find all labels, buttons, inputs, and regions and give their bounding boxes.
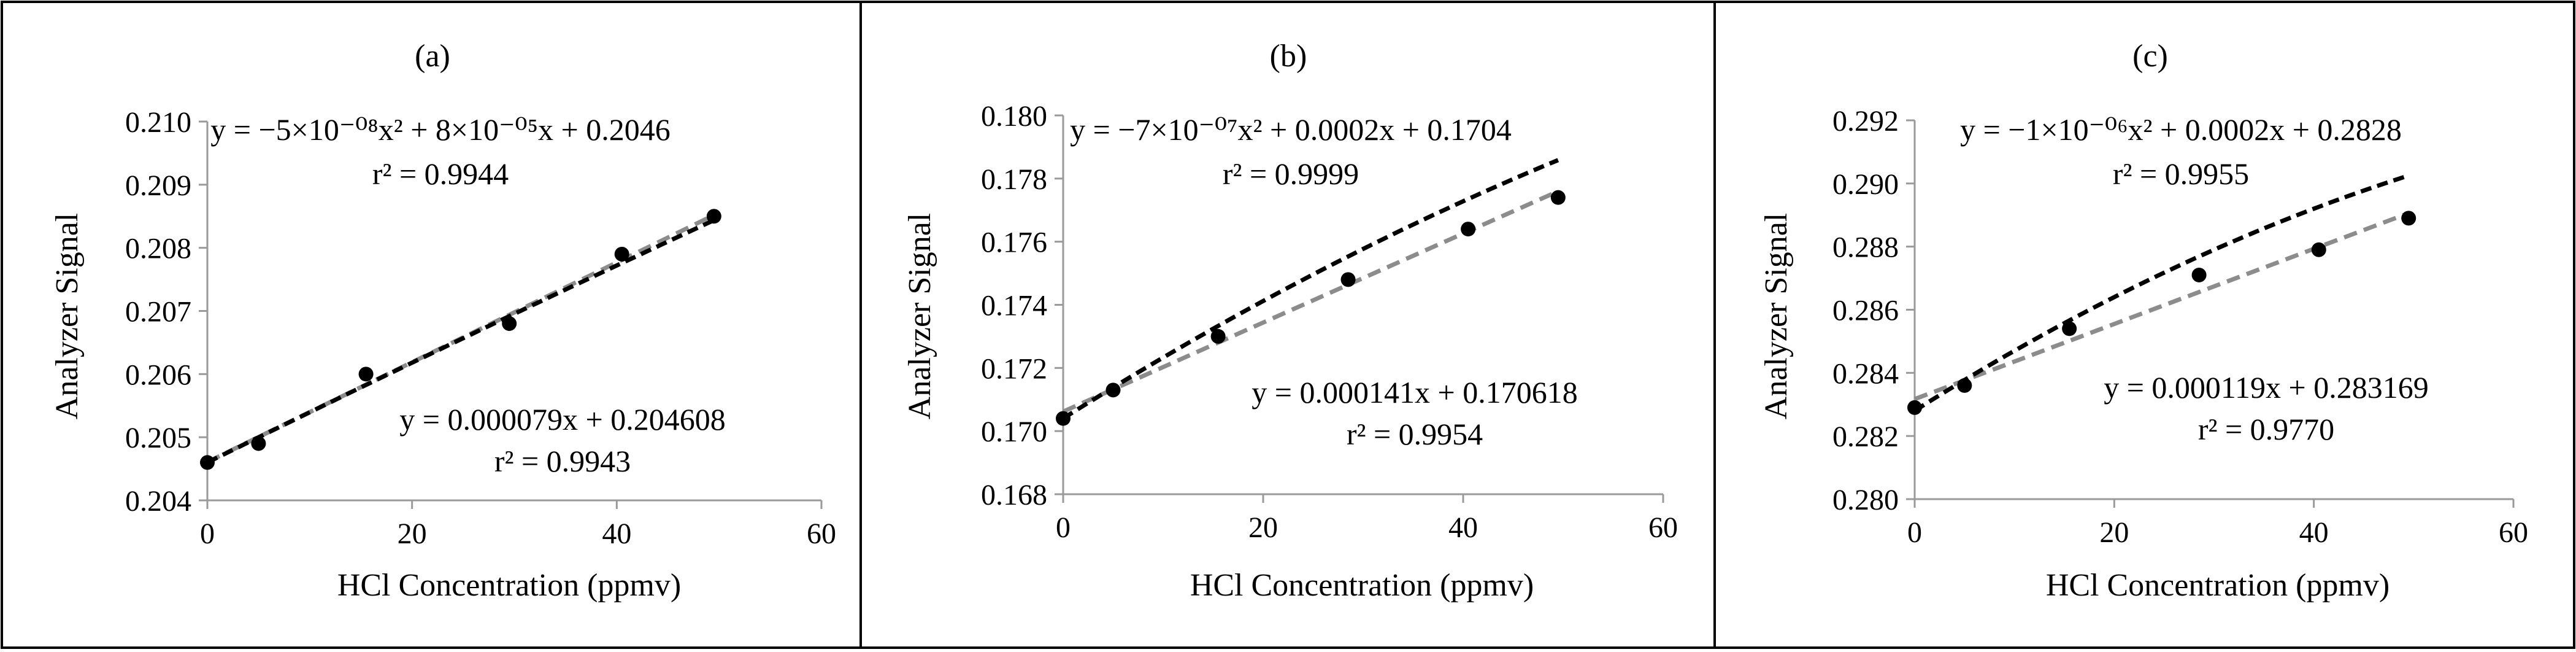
panel-b-quad-eq: y = −7×10⁻⁰⁷x² + 0.0002x + 0.1704 xyxy=(1070,112,1512,147)
panel-c-y-tick-label: 0.280 xyxy=(1832,484,1899,516)
panel-a-ylabel: Analyzer Signal xyxy=(50,213,85,419)
panel-a-quadratic-fit-curve xyxy=(206,218,715,465)
panel-c-lin-eq: y = 0.000119x + 0.283169 xyxy=(2104,370,2429,405)
panel-b-ylabel: Analyzer Signal xyxy=(902,213,937,419)
panel-c-quad-eq: y = −1×10⁻⁰⁶x² + 0.0002x + 0.2828 xyxy=(1960,112,2402,147)
panel-a-data-point xyxy=(502,316,517,332)
panel-b-data-point xyxy=(1550,190,1566,205)
panel-c-y-tick-label: 0.292 xyxy=(1832,105,1899,138)
panel-a-x-tick-label: 40 xyxy=(602,518,631,550)
panel-a-y-tick-label: 0.208 xyxy=(125,233,191,265)
panel-a-quad-eq: y = −5×10⁻⁰⁸x² + 8×10⁻⁰⁵x + 0.2046 xyxy=(210,112,670,147)
panel-a-lin-eq: y = 0.000079x + 0.204608 xyxy=(399,402,725,437)
panel-c-frame xyxy=(1713,1,2575,649)
panel-c-quadratic-fit-curve xyxy=(1913,173,2410,413)
panel-b-data-point xyxy=(1340,272,1356,287)
panel-c-y-tick-label: 0.284 xyxy=(1832,357,1899,390)
panel-c-x-tick-label: 0 xyxy=(1907,516,1922,549)
panel-b-y-tick-label: 0.168 xyxy=(981,479,1047,511)
panel-a: (a) 0.2040.2050.2060.2070.2080.2090.2100… xyxy=(1,1,862,649)
panel-c-y-tick-label: 0.288 xyxy=(1832,231,1899,264)
panel-b-xlabel: HCl Concentration (ppmv) xyxy=(1190,568,1534,603)
panel-b-y-tick-label: 0.176 xyxy=(981,227,1047,259)
panel-b-y-tick-label: 0.180 xyxy=(981,100,1047,133)
panel-b-data-point xyxy=(1461,222,1476,237)
panel-b-y-tick-label: 0.178 xyxy=(981,163,1047,196)
panel-a-data-point xyxy=(251,436,266,451)
panel-c-ylabel: Analyzer Signal xyxy=(1759,213,1794,419)
panel-a-y-tick-label: 0.209 xyxy=(125,169,191,202)
panel-b-y-tick-label: 0.170 xyxy=(981,416,1047,448)
panel-b-quadratic-fit-curve xyxy=(1062,158,1559,421)
panel-c-data-point xyxy=(2062,321,2077,336)
panel-b-data-point xyxy=(1105,382,1121,398)
panel-c-data-point xyxy=(1957,378,1972,393)
panel-b-x-tick-label: 40 xyxy=(1448,511,1478,544)
panel-c-x-tick-label: 40 xyxy=(2299,516,2329,549)
panel-a-plot: 0.204 0.205 0.206 0.207 0.208 0.209 0.210 0 20 40… xyxy=(125,106,836,550)
panel-c-xlabel: HCl Concentration (ppmv) xyxy=(2046,568,2390,603)
panel-a-y-tick-label: 0.206 xyxy=(125,359,191,391)
panel-a-data-point xyxy=(614,246,629,262)
panel-c-x-tick-label: 60 xyxy=(2499,516,2528,549)
panel-a-xlabel: HCl Concentration (ppmv) xyxy=(337,568,681,603)
panel-a-x-tick-label: 20 xyxy=(398,518,427,550)
panel-a-lin-r2: r² = 0.9943 xyxy=(494,444,631,478)
panel-a-y-tick-label: 0.204 xyxy=(125,485,191,518)
panel-a-data-point xyxy=(200,455,215,470)
panel-c-data-point xyxy=(2311,242,2326,257)
panel-c-y-tick-label: 0.282 xyxy=(1832,421,1899,453)
panel-c-data-point xyxy=(2401,211,2416,226)
panel-b-data-point xyxy=(1056,411,1071,426)
panel-b-data-point xyxy=(1210,328,1226,344)
panel-a-quad-r2: r² = 0.9944 xyxy=(372,157,509,191)
panel-a-y-tick-label: 0.205 xyxy=(125,422,191,454)
panel-b-x-tick-label: 0 xyxy=(1056,511,1071,544)
panel-b-label: (b) xyxy=(1270,39,1307,74)
panel-b-plot: 0.168 0.170 0.172 0.174 0.176 0.178 0.180 0 20 40… xyxy=(981,100,1678,544)
panel-b-x-tick-label: 60 xyxy=(1648,511,1678,544)
panel-c-x-tick-label: 20 xyxy=(2099,516,2129,549)
panel-b-quad-r2: r² = 0.9999 xyxy=(1223,157,1359,191)
panel-a-x-tick-label: 0 xyxy=(200,518,215,550)
panel-b-lin-r2: r² = 0.9954 xyxy=(1347,417,1483,451)
panel-c-data-point xyxy=(1907,400,1922,415)
panel-b-lin-eq: y = 0.000141x + 0.170618 xyxy=(1251,375,1577,409)
panel-a-y-tick-label: 0.207 xyxy=(125,296,191,328)
panel-b-y-tick-label: 0.172 xyxy=(981,352,1047,385)
panel-a-label: (a) xyxy=(415,39,450,74)
panel-c-y-tick-label: 0.290 xyxy=(1832,168,1899,201)
panel-a-data-point xyxy=(706,209,721,224)
panel-c-linear-fit-line xyxy=(1913,211,2410,402)
panel-c: (c) 0.2800.2820.2840.2860.2880.2900.2920… xyxy=(1713,1,2575,649)
panel-b-y-tick-label: 0.174 xyxy=(981,290,1047,322)
panel-b-frame xyxy=(859,1,1716,649)
panel-b: (b) 0.1680.1700.1720.1740.1760.1780.1800… xyxy=(859,1,1716,649)
panel-a-y-tick-label: 0.210 xyxy=(125,106,191,139)
panel-c-label: (c) xyxy=(2132,39,2168,74)
panel-a-x-tick-label: 60 xyxy=(807,518,836,550)
panel-b-x-tick-label: 20 xyxy=(1248,511,1278,544)
panel-c-quad-r2: r² = 0.9955 xyxy=(2113,157,2249,191)
panel-c-lin-r2: r² = 0.9770 xyxy=(2198,412,2334,446)
panel-a-data-point xyxy=(358,367,374,382)
panel-c-y-tick-label: 0.286 xyxy=(1832,295,1899,327)
panel-c-data-point xyxy=(2191,267,2207,282)
panel-c-plot: 0.280 0.282 0.284 0.286 0.288 0.290 0.292 0 20 40… xyxy=(1832,105,2528,549)
panel-b-linear-fit-line xyxy=(1062,189,1559,414)
